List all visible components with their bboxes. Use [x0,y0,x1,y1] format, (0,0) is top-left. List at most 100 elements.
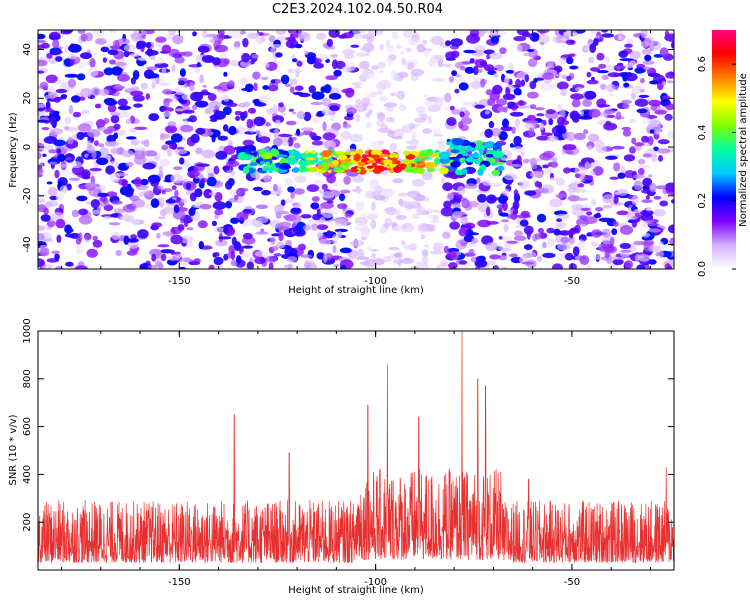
heatmap-cell [492,87,499,95]
heatmap-cell [314,179,322,184]
signal-cell [286,157,298,165]
signal-cell [327,157,333,163]
heatmap-cell [287,186,295,193]
heatmap-cell [142,162,156,170]
heatmap-cell [182,109,195,114]
heatmap-cell [359,61,370,70]
heatmap-cell [446,251,457,259]
heatmap-cell [578,223,587,228]
heatmap-cell [571,203,583,210]
heatmap-cell [179,235,194,244]
heatmap-cell [523,52,535,57]
heatmap-cell [643,143,651,147]
heatmap-cell [637,164,651,169]
heatmap-cell [459,111,465,118]
heatmap-cell [115,249,122,257]
chart-title: C2E3.2024.102.04.50.R04 [271,2,444,17]
heatmap-cell [424,93,429,97]
heatmap-cell [288,108,294,112]
heatmap-cell [416,43,426,53]
heatmap-cell [98,88,110,96]
heatmap-cell [129,195,140,202]
signal-cell [370,149,382,157]
heatmap-cell [311,196,320,202]
heatmap-cell [200,178,206,184]
heatmap-cell [653,146,659,152]
heatmap-cell [642,153,652,158]
heatmap-cell [235,115,241,121]
heatmap-cell [231,236,237,246]
x-tick-label: -50 [564,577,580,588]
signal-cell [495,161,505,165]
heatmap-cell [434,209,440,214]
heatmap-cell [355,200,365,211]
heatmap-cell [585,175,594,181]
heatmap-cell [117,74,130,82]
heatmap-cell [254,130,261,135]
heatmap-cell [103,67,114,76]
heatmap-cell [394,128,405,138]
signal-cell [372,168,382,174]
heatmap-cell [80,87,93,98]
heatmap-cell [558,57,569,65]
heatmap-cell [145,93,150,100]
heatmap-cell [423,196,430,202]
heatmap-cell [383,102,398,108]
heatmap-cell [424,100,433,106]
heatmap-cell [500,157,509,161]
heatmap-cell [457,194,463,200]
heatmap-cell [293,142,301,149]
heatmap-cell [209,118,218,122]
signal-cell [335,169,345,173]
heatmap-cell [489,254,501,260]
heatmap-cell [640,30,648,39]
heatmap-cell [38,103,47,108]
heatmap-cell [535,77,544,81]
heatmap-cell [320,201,334,209]
heatmap-cell [125,118,132,124]
signal-cell [298,159,308,167]
heatmap-cell [405,47,412,53]
heatmap-cell [363,258,378,268]
heatmap-cell [89,58,96,68]
heatmap-cell [223,106,232,116]
heatmap-cell [80,52,92,60]
heatmap-cell [102,57,108,63]
heatmap-cell [611,228,618,236]
heatmap-cell [654,109,667,115]
heatmap-cell [628,118,637,124]
heatmap-cell [42,98,49,102]
heatmap-cell [513,35,527,42]
heatmap-cell [71,161,82,169]
heatmap-cell [596,52,605,61]
signal-cell [469,153,479,158]
heatmap-cell [580,110,584,117]
heatmap-cell [431,77,446,82]
heatmap-cell [84,233,92,240]
heatmap-cell [114,61,127,67]
heatmap-cell [476,177,481,184]
heatmap-cell [331,234,339,244]
heatmap-cell [669,237,674,247]
heatmap-cell [647,72,661,78]
heatmap-cell [451,70,457,77]
heatmap-cell [490,127,502,137]
heatmap-cell [230,250,236,261]
heatmap-cell [39,145,47,150]
heatmap-cell [586,79,599,85]
heatmap-cell [332,245,337,253]
heatmap-cell [526,230,531,240]
heatmap-cell [379,228,388,233]
heatmap-cell [464,183,478,189]
heatmap-cell [46,52,53,59]
heatmap-cell [472,45,486,50]
heatmap-cell [380,123,388,133]
heatmap-cell [657,148,671,154]
heatmap-cell [604,250,610,259]
heatmap-cell [292,58,298,63]
heatmap-cell [580,204,592,209]
heatmap-cell [211,220,217,227]
heatmap-cell [130,86,140,92]
heatmap-cell [585,211,593,216]
heatmap-cell [394,252,403,258]
